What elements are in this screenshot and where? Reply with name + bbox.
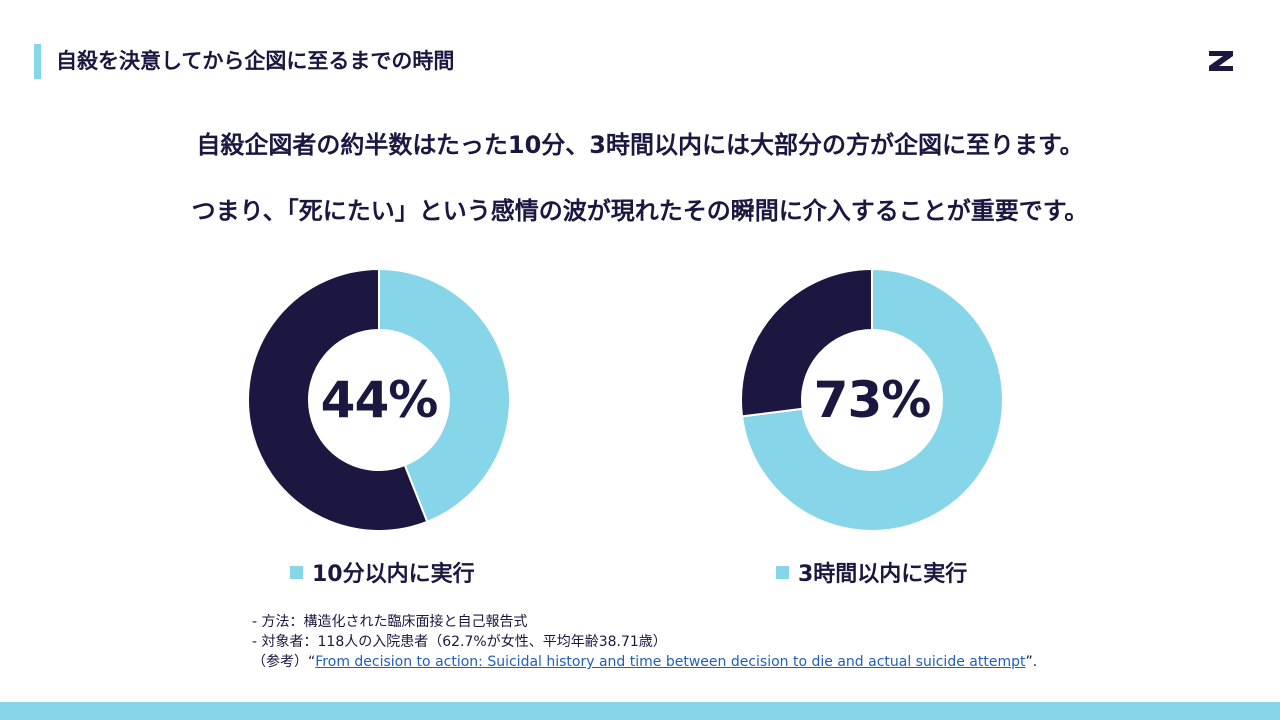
page-title: 自殺を決意してから企図に至るまでの時間 [56,49,455,73]
donut-slice-remainder [740,267,873,418]
study-notes: - 方法：構造化された臨床面接と自己報告式 - 対象者：118人の入院患者（62… [252,612,1037,672]
title-accent-bar [34,44,41,79]
donut-chart-3hours: 73% [740,267,1004,532]
note-subjects: - 対象者：118人の入院患者（62.7%が女性、平均年齢38.71歳） [252,634,667,650]
reference-suffix: ”. [1025,654,1038,670]
legend-10min: 10分以内に実行 [290,556,475,588]
legend-3hours: 3時間以内に実行 [776,556,967,588]
donut-slice-highlight [740,267,1004,532]
brand-logo-icon [1209,51,1233,71]
donut-chart-10min-svg [247,267,511,532]
headline-line-2: つまり、「死にたい」という感情の波が現れたその瞬間に介入することが重要です。 [191,197,1089,225]
headline-line-1: 自殺企図者の約半数はたった10分、3時間以内には大部分の方が企図に至ります。 [196,131,1084,159]
note-method: - 方法：構造化された臨床面接と自己報告式 [252,614,528,630]
legend-swatch [776,565,789,579]
legend-label: 3時間以内に実行 [798,562,968,587]
legend-label: 10分以内に実行 [312,562,475,587]
reference-link[interactable]: From decision to action: Suicidal histor… [315,654,1026,670]
note-reference: （参考）“From decision to action: Suicidal h… [252,652,1037,672]
legend-swatch [290,565,303,579]
donut-slice-highlight [378,267,511,524]
donut-center-label: 73% [813,371,932,429]
donut-slice-remainder [247,267,429,532]
bottom-accent-band [0,702,1280,720]
donut-chart-3hours-svg [740,267,1004,532]
donut-chart-10min: 44% [247,267,511,532]
reference-prefix: （参考）“ [252,654,316,670]
donut-center-label: 44% [320,371,439,429]
